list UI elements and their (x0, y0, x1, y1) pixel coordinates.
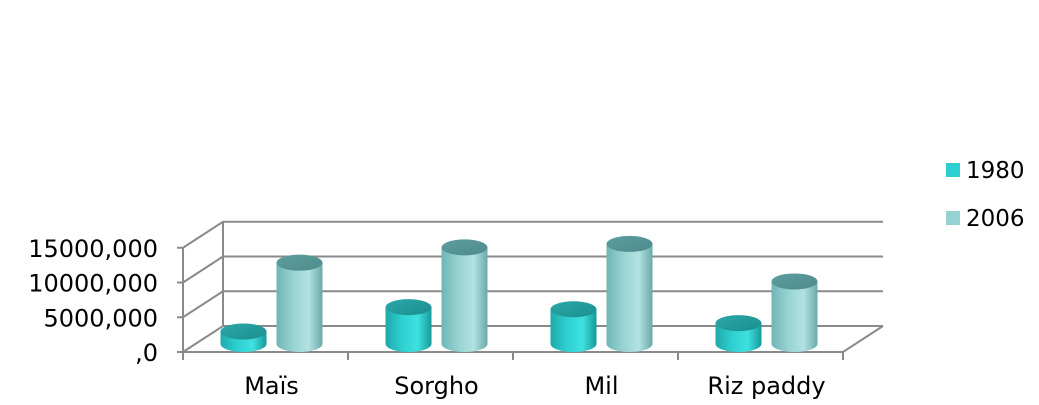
y-tick-label: ,0 (135, 339, 158, 367)
bar-1980 (220, 323, 267, 352)
bar-1980 (715, 315, 762, 352)
bar-2006 (606, 235, 653, 352)
bar-2006 (276, 254, 323, 352)
x-tick-label: Mil (584, 372, 618, 400)
gridline (182, 220, 883, 249)
y-tick-label: 5000,000 (43, 304, 158, 332)
bar-2006 (771, 273, 818, 352)
x-tick-label: Sorgho (394, 372, 479, 400)
x-tick-label: Riz paddy (707, 372, 825, 400)
y-tick-label: 10000,000 (28, 270, 158, 298)
x-tick-label: Maïs (244, 372, 299, 400)
bar-2006 (441, 239, 488, 352)
bar-1980 (385, 299, 432, 352)
legend-swatch (946, 211, 960, 225)
bar-1980 (550, 301, 597, 352)
legend-label: 1980 (966, 158, 1025, 184)
legend-label: 2006 (966, 206, 1025, 232)
legend-swatch (946, 163, 960, 177)
y-tick-label: 15000,000 (28, 235, 158, 263)
